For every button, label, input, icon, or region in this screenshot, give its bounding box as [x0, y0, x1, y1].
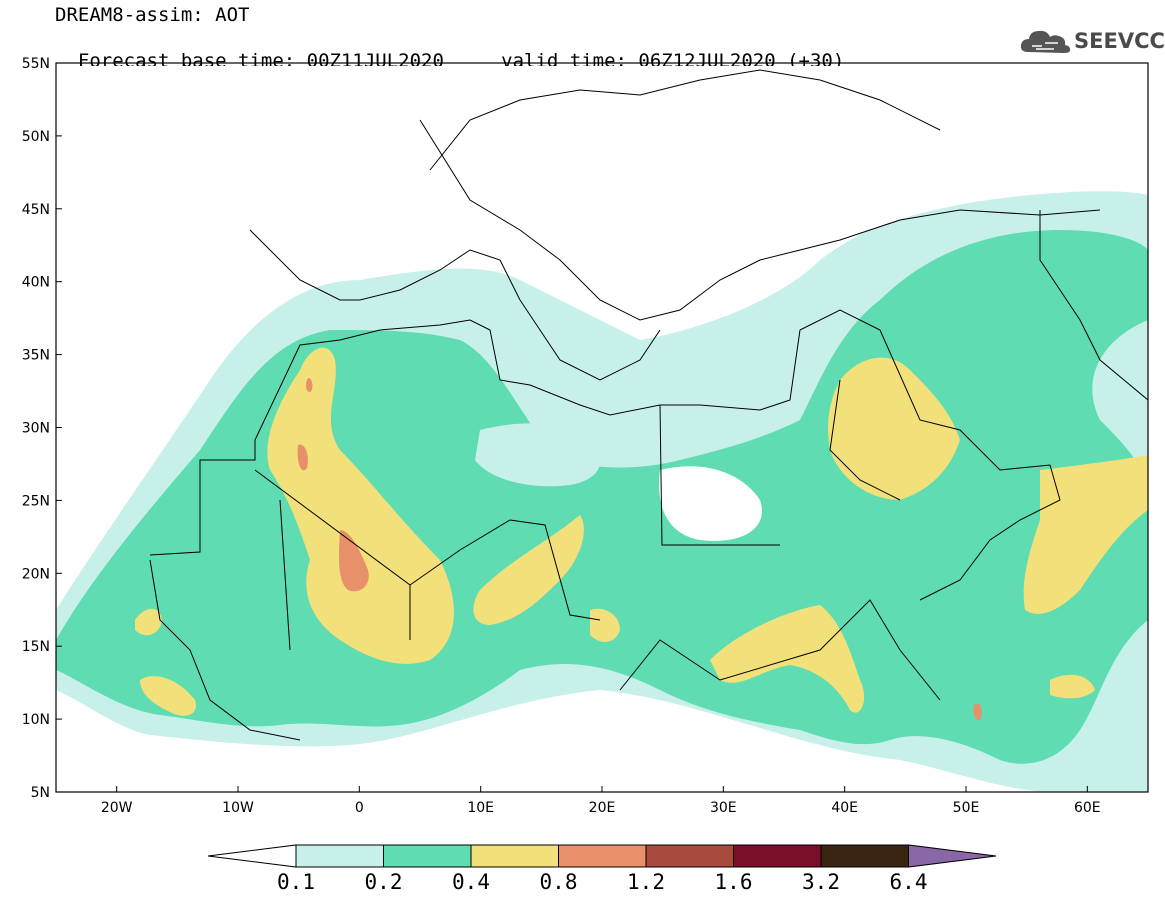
logo-text: SEEVCCC [1074, 29, 1165, 53]
lat-label: 35N [22, 348, 50, 364]
aot-layer-0.4 [135, 347, 1148, 716]
lat-label: 40N [22, 275, 50, 291]
colorbar-label: 1.2 [627, 870, 665, 894]
colorbar-label: 0.1 [277, 870, 315, 894]
colorbar-bin [558, 844, 647, 868]
lon-label: 10E [467, 800, 494, 816]
lat-label: 50N [22, 129, 50, 145]
colorbar-label: 3.2 [802, 870, 840, 894]
lon-label: 20W [101, 800, 133, 816]
borders [149, 69, 1148, 741]
lat-label: 10N [22, 712, 50, 728]
colorbar-label: 0.8 [539, 870, 578, 894]
aot-layer-0.8 [297, 378, 982, 721]
lon-label: 60E [1074, 800, 1101, 816]
colorbar-under [207, 844, 297, 868]
lat-label: 25N [22, 493, 50, 509]
latitude-axis: 55N 50N 45N 40N 35N 30N 25N 20N 15N 10N 5N [22, 56, 62, 801]
lon-label: 40E [831, 800, 858, 816]
colorbar-label: 0.2 [364, 870, 403, 894]
colorbar-bin [470, 844, 559, 868]
aot-field [56, 66, 1148, 792]
colorbar-bin [645, 844, 734, 868]
colorbar-over [908, 844, 997, 868]
map-title: DREAM8-assim: AOT [55, 4, 250, 26]
colorbar-label: 6.4 [889, 870, 928, 894]
lat-label: 15N [22, 639, 50, 655]
lat-label: 20N [22, 566, 50, 582]
lat-label: 55N [22, 56, 50, 72]
colorbar-bin [383, 844, 472, 868]
lon-label: 50E [953, 800, 980, 816]
colorbar [207, 844, 997, 868]
colorbar-label: 1.6 [714, 870, 753, 894]
lon-label: 30E [710, 800, 737, 816]
lat-label: 30N [22, 421, 50, 437]
cloud-icon [1020, 30, 1071, 53]
lon-label: 10W [222, 800, 254, 816]
colorbar-bin [820, 844, 909, 868]
seevccc-logo: SEEVCCC [1018, 24, 1165, 58]
lon-label: 20E [589, 800, 616, 816]
colorbar-label: 0.4 [452, 870, 490, 894]
lon-label: 0 [355, 800, 364, 816]
colorbar-bin [733, 844, 822, 868]
lat-label: 45N [22, 202, 50, 218]
aot-gap [56, 66, 1148, 541]
colorbar-bin [295, 844, 384, 868]
longitude-axis: 20W 10W 0 10E 20E 30E 40E 50E 60E [101, 786, 1101, 816]
lat-label: 5N [31, 785, 50, 801]
